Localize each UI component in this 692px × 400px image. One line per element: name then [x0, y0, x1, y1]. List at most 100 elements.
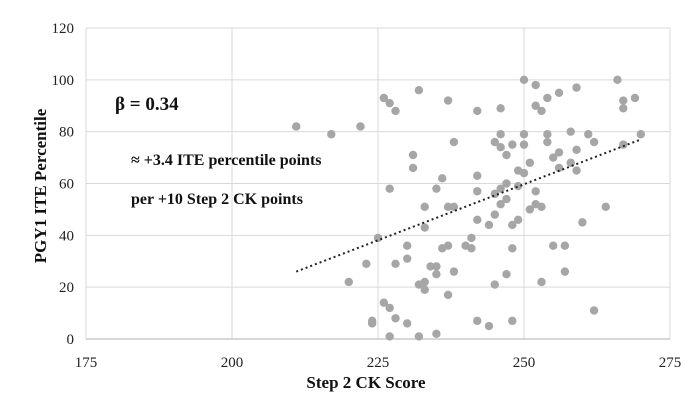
scatter-point [537, 202, 546, 212]
scatter-point [519, 140, 529, 149]
scatter-point [549, 241, 558, 250]
y-axis-title: PGY1 ITE Percentile [31, 108, 50, 263]
scatter-point [496, 143, 505, 152]
scatter-point [566, 127, 575, 136]
scatter-point [519, 75, 529, 85]
scatter-point [543, 137, 552, 147]
scatter-point [560, 241, 570, 250]
scatter-point [391, 314, 400, 323]
scatter-point [589, 137, 599, 147]
scatter-point [508, 140, 517, 149]
scatter-point [432, 262, 441, 271]
scatter-point [432, 329, 441, 339]
scatter-point [356, 122, 365, 131]
scatter-point [420, 223, 429, 232]
scatter-point [502, 270, 511, 279]
scatter-point [560, 267, 570, 276]
scatter-point [630, 93, 640, 103]
scatter-point [525, 158, 535, 167]
scatter-point [519, 168, 529, 178]
x-tick-label: 200 [221, 355, 244, 371]
scatter-point [508, 244, 517, 253]
scatter-point [432, 270, 441, 279]
scatter-point [449, 137, 459, 147]
scatter-point [385, 184, 394, 193]
scatter-point [467, 244, 476, 253]
scatter-point [572, 166, 581, 175]
scatter-point [362, 259, 371, 269]
scatter-point [496, 104, 505, 113]
scatter-point [502, 179, 511, 188]
scatter-point [403, 319, 412, 328]
data-points [292, 75, 645, 341]
scatter-point [473, 106, 482, 116]
scatter-point [496, 200, 505, 209]
scatter-point [473, 187, 482, 196]
scatter-point [473, 316, 482, 326]
scatter-point [438, 174, 447, 183]
scatter-point [443, 202, 453, 212]
scatter-point [589, 306, 599, 315]
scatter-point [490, 280, 499, 289]
scatter-point [443, 96, 453, 105]
x-tick-label: 175 [75, 355, 98, 371]
scatter-point [490, 137, 499, 147]
scatter-point [531, 80, 540, 90]
scatter-point [502, 194, 511, 204]
effect-annotation-line1: ≈ +3.4 ITE percentile points [131, 152, 322, 169]
y-tick-label: 80 [59, 125, 74, 141]
scatter-point [467, 233, 476, 243]
scatter-point [490, 210, 499, 219]
trendline [295, 138, 642, 273]
y-tick-label: 20 [59, 280, 74, 296]
scatter-point [554, 88, 564, 97]
scatter-point [619, 96, 628, 105]
scatter-point [420, 202, 429, 212]
x-tick-label: 225 [367, 355, 390, 371]
scatter-point [549, 153, 558, 162]
scatter-point [443, 290, 453, 300]
scatter-point [619, 104, 628, 113]
scatter-point [344, 277, 353, 287]
scatter-point [420, 277, 429, 287]
scatter-point [636, 130, 645, 139]
x-axis-title: Step 2 CK Score [306, 373, 426, 392]
scatter-point [502, 150, 511, 160]
scatter-point [537, 106, 546, 116]
scatter-point [543, 93, 552, 103]
scatter-point [601, 202, 610, 212]
scatter-point [327, 130, 336, 139]
x-tick-label: 250 [513, 355, 536, 371]
scatter-point [473, 215, 482, 224]
scatter-point [496, 184, 505, 193]
scatter-point [420, 285, 429, 294]
scatter-point [508, 220, 517, 230]
scatter-point [443, 241, 453, 250]
effect-annotation-line2: per +10 Step 2 CK points [131, 191, 303, 208]
scatter-point [426, 262, 435, 271]
scatter-point [385, 98, 394, 108]
scatter-point [525, 205, 535, 214]
scatter-point [379, 298, 389, 307]
scatter-point [537, 277, 546, 287]
scatter-point [484, 321, 494, 331]
scatter-point [408, 150, 418, 160]
y-tick-label: 40 [59, 228, 74, 244]
scatter-point [543, 130, 552, 139]
scatter-point [496, 130, 505, 139]
scatter-point [408, 163, 418, 173]
scatter-point [508, 316, 517, 326]
scatter-point [414, 332, 424, 341]
x-tick-label: 275 [659, 355, 682, 371]
scatter-point [584, 130, 593, 139]
scatter-point [373, 233, 383, 243]
scatter-point [531, 187, 540, 196]
scatter-point [449, 202, 459, 212]
y-tick-label: 100 [52, 73, 75, 89]
scatter-point [449, 267, 459, 276]
scatter-point [414, 86, 424, 95]
y-tick-label: 120 [52, 21, 75, 37]
tick-labels: 0 20 40 60 80 100 120 175 200 225 250 275 [52, 21, 682, 371]
scatter-point [519, 130, 529, 139]
